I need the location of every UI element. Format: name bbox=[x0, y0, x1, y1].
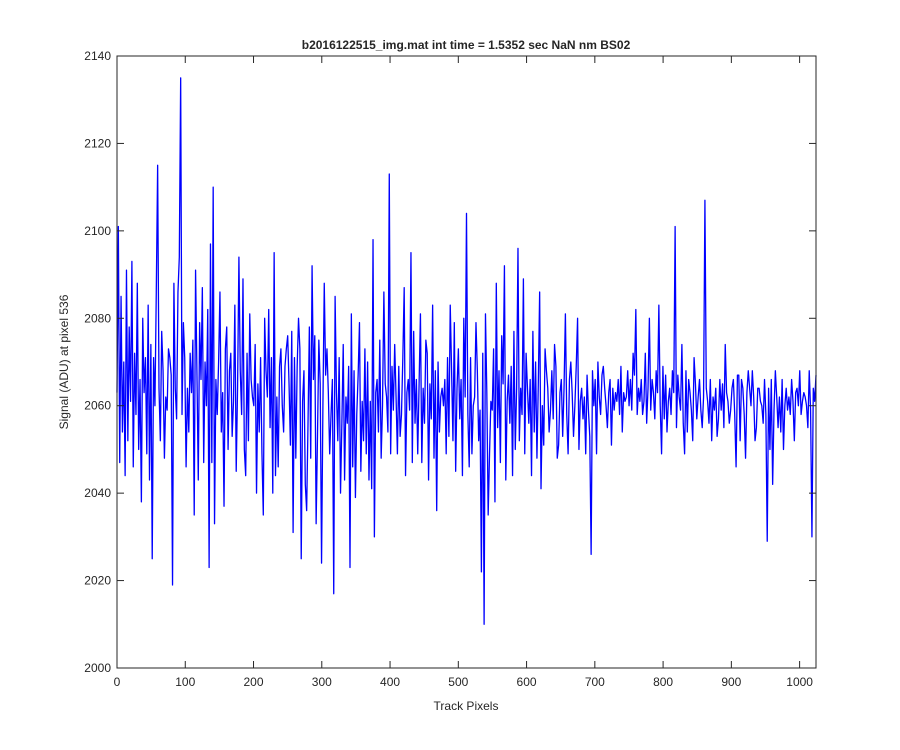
y-tick-label: 2060 bbox=[84, 399, 111, 413]
y-axis-label: Signal (ADU) at pixel 536 bbox=[57, 294, 71, 429]
x-tick-label: 400 bbox=[380, 675, 400, 689]
y-tick-label: 2100 bbox=[84, 224, 111, 238]
y-tick-label: 2140 bbox=[84, 49, 111, 63]
chart-title: b2016122515_img.mat int time = 1.5352 se… bbox=[302, 38, 631, 52]
y-tick-label: 2080 bbox=[84, 311, 111, 325]
y-tick-label: 2000 bbox=[84, 661, 111, 675]
y-tick-label: 2040 bbox=[84, 486, 111, 500]
x-tick-label: 200 bbox=[244, 675, 264, 689]
x-axis-label: Track Pixels bbox=[434, 699, 499, 713]
x-tick-label: 300 bbox=[312, 675, 332, 689]
ticks-layer: 0 100 200 300 400 500 600 700 800 900 1000 2000 2020… bbox=[84, 49, 816, 689]
x-tick-label: 1000 bbox=[786, 675, 813, 689]
x-tick-label: 100 bbox=[175, 675, 195, 689]
x-tick-label: 700 bbox=[585, 675, 605, 689]
x-tick-label: 800 bbox=[653, 675, 673, 689]
x-tick-label: 600 bbox=[517, 675, 537, 689]
series-line bbox=[116, 77, 817, 625]
x-tick-label: 900 bbox=[721, 675, 741, 689]
series-layer bbox=[116, 77, 817, 625]
plot-frame bbox=[116, 55, 817, 669]
x-tick-label: 500 bbox=[448, 675, 468, 689]
y-tick-label: 2020 bbox=[84, 574, 111, 588]
x-tick-label: 0 bbox=[114, 675, 121, 689]
plot-area bbox=[117, 56, 816, 668]
y-tick-label: 2120 bbox=[84, 136, 111, 150]
